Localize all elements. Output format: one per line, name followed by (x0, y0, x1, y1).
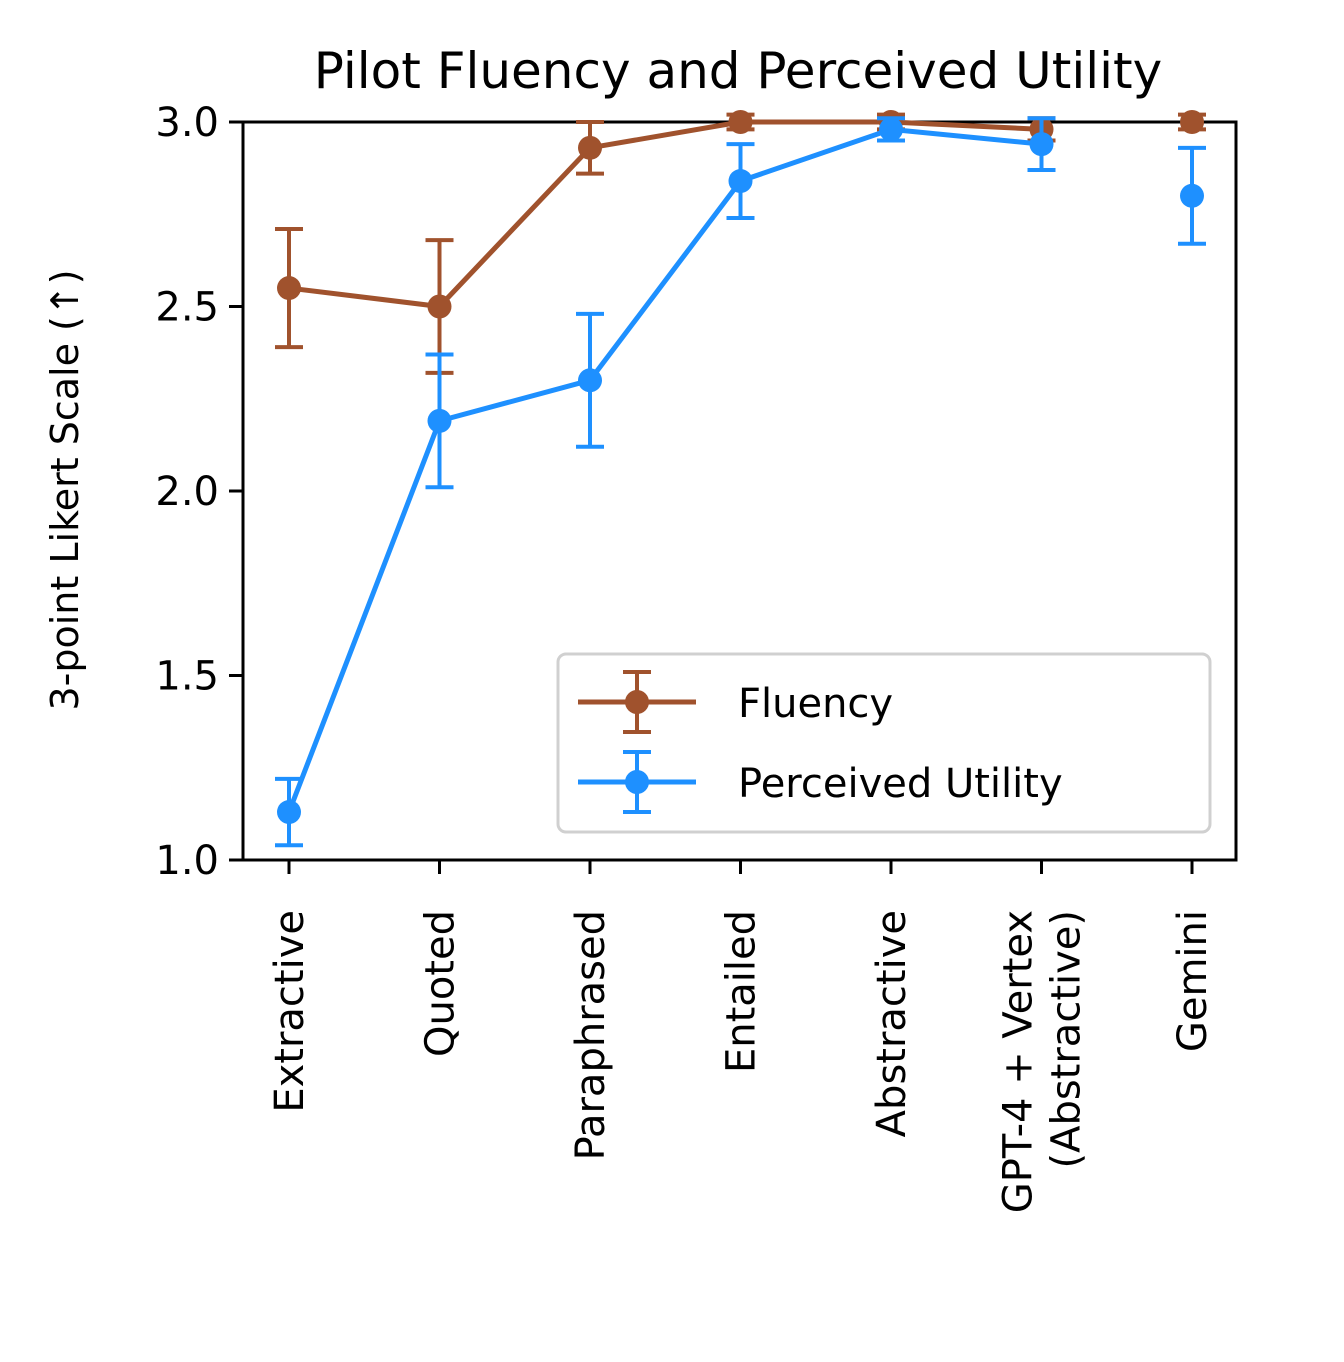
x-tick-label: Abstractive (869, 910, 915, 1137)
data-point (1180, 183, 1204, 208)
data-point (427, 294, 452, 319)
series-line (288, 119, 1042, 309)
data-point (578, 368, 602, 393)
data-point (1180, 110, 1204, 134)
series-line (286, 126, 1042, 813)
x-tick-label: Entailed (719, 910, 765, 1073)
data-point (728, 169, 753, 194)
legend-marker (625, 690, 649, 714)
legend-label: Fluency (738, 681, 893, 727)
legend-label: Perceived Utility (738, 761, 1063, 807)
legend-entry: Perceived Utility (578, 750, 1063, 814)
series-perceived-utility (275, 116, 1206, 848)
data-point (1029, 132, 1054, 157)
legend-entry: Fluency (578, 670, 893, 734)
legend-marker (625, 770, 649, 794)
y-tick-label: 1.0 (155, 838, 219, 884)
data-point (728, 110, 753, 134)
data-point (879, 117, 903, 142)
data-point (277, 276, 301, 301)
legend-box (556, 652, 1212, 834)
x-tick-label: (Abstractive) (1044, 910, 1090, 1169)
data-point (277, 800, 301, 825)
y-axis-label: 3-point Likert Scale (↑) (43, 269, 87, 710)
x-tick-label: Extractive (267, 910, 313, 1113)
y-tick-label: 2.5 (155, 285, 219, 331)
x-tick-label: Gemini (1170, 910, 1216, 1052)
data-point (427, 408, 452, 433)
chart-title: Pilot Fluency and Perceived Utility (314, 42, 1162, 100)
x-tick-label: Paraphrased (568, 910, 614, 1160)
x-tick-label: GPT-4 + Vertex (996, 910, 1042, 1213)
x-tick-label: Quoted (418, 910, 464, 1057)
data-point (578, 135, 602, 160)
y-tick-label: 1.5 (155, 654, 219, 700)
y-tick-label: 3.0 (155, 100, 219, 146)
y-tick-label: 2.0 (155, 469, 219, 515)
